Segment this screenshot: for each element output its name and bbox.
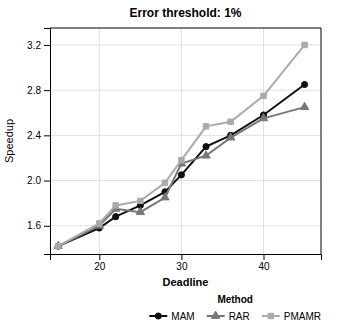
x-axis-title: Deadline	[163, 276, 209, 288]
series-layer	[54, 42, 309, 249]
y-grid-line	[50, 135, 321, 136]
y-axis-title: Speedup	[3, 119, 15, 163]
x-axis-tick-label: 20	[94, 261, 106, 272]
y-grid-line	[50, 44, 321, 45]
point	[202, 151, 210, 158]
point	[178, 172, 184, 178]
title: Error threshold: 1%	[129, 6, 241, 20]
y-axis-tick-mark	[44, 135, 50, 136]
point	[136, 207, 144, 214]
x-axis: 20 30 40	[51, 254, 322, 272]
point	[227, 133, 235, 140]
x-axis-line	[51, 255, 322, 261]
x-axis-tick: 30	[176, 254, 188, 272]
x-axis-tick-mark	[264, 254, 265, 260]
y-axis-tick-mark	[44, 226, 50, 227]
y-axis-tick: 1.6	[27, 220, 50, 231]
legend-label: PMAMR	[284, 311, 321, 322]
point	[228, 119, 233, 124]
line	[58, 85, 304, 247]
point	[301, 81, 307, 87]
legend-label: MAM	[171, 311, 194, 322]
x-axis-tick: 20	[94, 254, 106, 272]
y-axis: 1.6 2.0 2.4 2.8 3.2	[27, 29, 50, 255]
point	[95, 221, 103, 228]
legend-item: MAM	[149, 311, 194, 322]
y-axis-tick: 3.2	[27, 40, 50, 51]
x-axis-tick-label: 40	[258, 261, 270, 272]
legend-row: MAM RAR PMAMR	[149, 311, 321, 322]
series	[55, 81, 308, 249]
y-axis-tick-label: 2.8	[27, 85, 41, 96]
y-axis-line	[44, 29, 51, 255]
y-grid-line	[50, 225, 321, 226]
point	[55, 243, 60, 248]
point	[54, 241, 62, 248]
legend-label: RAR	[229, 311, 250, 322]
plot-area: 20 30 40 1.6 2.0 2.4 2.8 3.2	[27, 28, 321, 272]
point	[162, 180, 167, 185]
line	[58, 45, 304, 246]
point	[259, 114, 267, 121]
point	[261, 93, 266, 98]
x-grid-line	[181, 28, 182, 254]
y-axis-tick-mark	[44, 90, 50, 91]
chart: 20 30 40 1.6 2.0 2.4 2.8 3.2 Error threshold: 1%…	[0, 0, 337, 326]
x-axis-tick-label: 30	[176, 261, 188, 272]
point	[161, 193, 169, 200]
point	[55, 243, 61, 249]
legend: MAM RAR PMAMR Method	[149, 294, 321, 322]
point	[138, 198, 143, 203]
y-axis-tick-label: 2.4	[27, 130, 41, 141]
frame-right	[321, 28, 322, 254]
point	[203, 144, 209, 150]
legend-marker	[155, 313, 161, 319]
y-axis-tick: 2.4	[27, 130, 50, 141]
point	[113, 203, 118, 208]
legend-item: PMAMR	[262, 311, 321, 322]
legend-title: Method	[217, 294, 253, 305]
series	[55, 42, 307, 249]
y-axis-tick-mark	[44, 181, 50, 182]
y-axis-tick-label: 2.0	[27, 175, 41, 186]
point	[179, 157, 184, 162]
y-grid-line	[50, 180, 321, 181]
y-axis-tick: 2.8	[27, 85, 50, 96]
x-axis-tick: 40	[258, 254, 270, 272]
y-axis-tick: 2.0	[27, 175, 50, 186]
y-grid-line	[50, 90, 321, 91]
x-grid-line	[263, 28, 264, 254]
x-axis-tick-mark	[181, 254, 182, 260]
y-axis-tick-mark	[44, 45, 50, 46]
frame-top	[50, 28, 321, 29]
legend-marker	[268, 313, 273, 318]
point	[203, 124, 208, 129]
legend-marker	[211, 311, 219, 318]
x-axis-tick-mark	[99, 254, 100, 260]
legend-item: RAR	[207, 311, 250, 322]
point	[113, 214, 119, 220]
point	[97, 221, 102, 226]
y-axis-tick-label: 3.2	[27, 40, 41, 51]
y-axis-tick-label: 1.6	[27, 220, 41, 231]
grid	[50, 28, 321, 254]
point	[302, 42, 307, 47]
point	[300, 102, 308, 109]
